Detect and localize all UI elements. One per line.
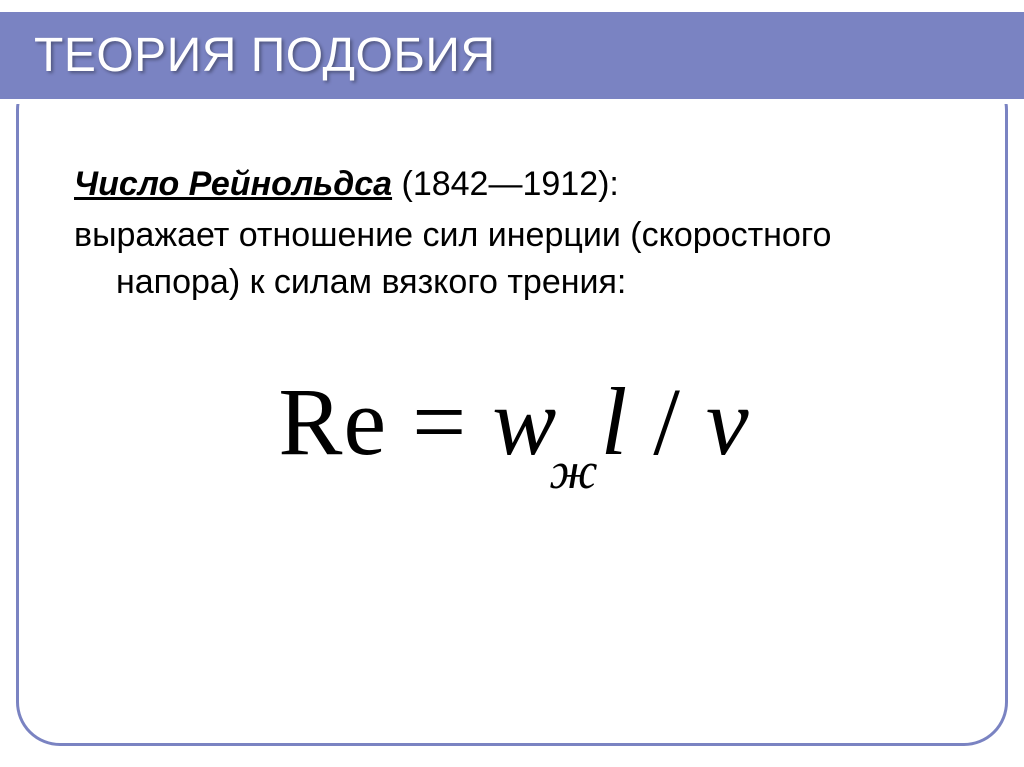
lead-line: Число Рейнольдса (1842—1912): [74,162,954,208]
formula-nu: ν [706,368,750,475]
slide-body: Число Рейнольдса (1842—1912): выражает о… [74,162,954,487]
slide-header: ТЕОРИЯ ПОДОБИЯ [0,12,1024,104]
formula-w-subscript: ж [549,443,598,500]
formula-l: l [601,368,629,475]
formula-slash: / [628,368,706,475]
term-years: (1842—1912): [392,165,619,203]
formula-reynolds: Re = wжl / ν [74,366,954,487]
formula-lhs: Re [278,368,387,475]
formula-w: w [492,368,557,475]
term-reynolds: Число Рейнольдса [74,165,392,203]
formula-eq: = [387,368,492,475]
slide-title: ТЕОРИЯ ПОДОБИЯ [34,28,495,83]
description: выражает отношение сил инерции (скоростн… [74,212,954,306]
